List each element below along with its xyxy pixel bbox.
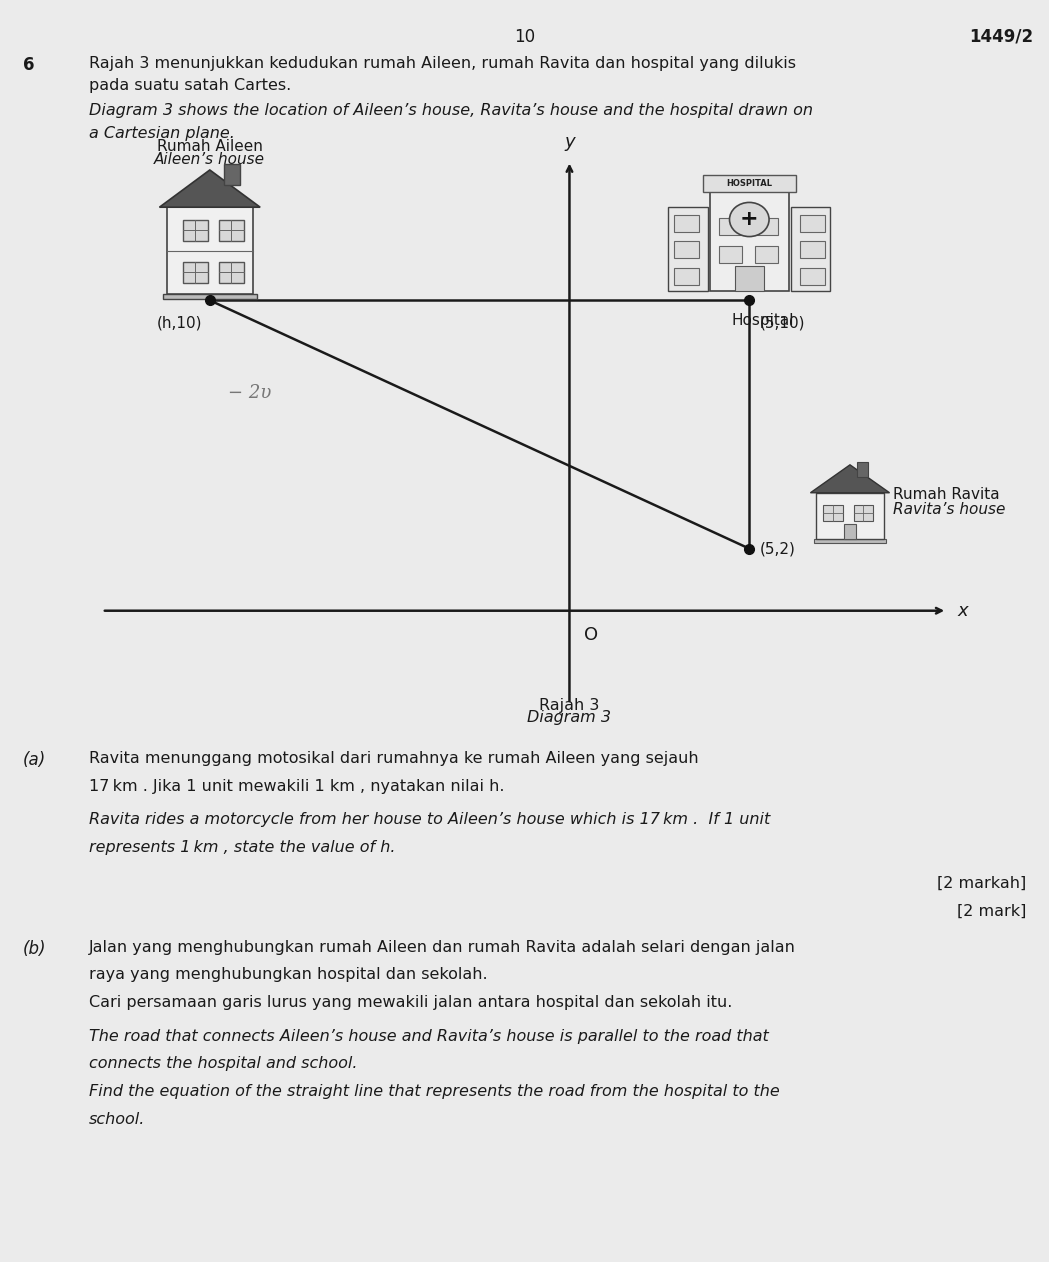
Bar <box>219 261 244 283</box>
Text: HOSPITAL: HOSPITAL <box>726 179 772 188</box>
Bar <box>673 241 699 259</box>
Text: 6: 6 <box>23 56 35 73</box>
Bar <box>816 492 884 539</box>
Text: The road that connects Aileen’s house and Ravita’s house is parallel to the road: The road that connects Aileen’s house an… <box>89 1029 769 1044</box>
Text: a Cartesian plane.: a Cartesian plane. <box>89 126 235 141</box>
Text: school.: school. <box>89 1112 146 1127</box>
Text: 1449/2: 1449/2 <box>969 28 1033 45</box>
Text: Jalan yang menghubungkan rumah Aileen dan rumah Ravita adalah selari dengan jala: Jalan yang menghubungkan rumah Aileen da… <box>89 940 796 954</box>
Polygon shape <box>159 170 260 207</box>
Bar <box>854 505 874 521</box>
Text: (b): (b) <box>23 940 46 958</box>
Bar <box>823 505 842 521</box>
Bar <box>710 192 789 292</box>
Bar <box>754 246 778 262</box>
Bar <box>719 218 742 235</box>
Bar <box>673 268 699 285</box>
Text: Diagram 3: Diagram 3 <box>528 711 612 726</box>
Bar <box>735 266 764 292</box>
Text: Rajah 3 menunjukkan kedudukan rumah Aileen, rumah Ravita dan hospital yang diluk: Rajah 3 menunjukkan kedudukan rumah Aile… <box>89 56 796 71</box>
Text: Hospital: Hospital <box>731 313 794 328</box>
Bar <box>703 174 796 192</box>
Bar <box>167 207 253 294</box>
Text: Aileen’s house: Aileen’s house <box>154 151 265 167</box>
Text: (a): (a) <box>23 751 46 769</box>
Text: (5,2): (5,2) <box>761 541 796 557</box>
Text: x: x <box>958 602 968 620</box>
Text: [2 markah]: [2 markah] <box>937 876 1026 891</box>
Bar <box>183 261 208 283</box>
Text: (5,10): (5,10) <box>761 316 806 331</box>
Bar <box>799 268 825 285</box>
Text: Diagram 3 shows the location of Aileen’s house, Ravita’s house and the hospital : Diagram 3 shows the location of Aileen’s… <box>89 103 813 119</box>
Text: raya yang menghubungkan hospital dan sekolah.: raya yang menghubungkan hospital dan sek… <box>89 968 488 982</box>
Text: 10: 10 <box>514 28 535 45</box>
Bar <box>857 462 868 477</box>
Polygon shape <box>811 464 890 492</box>
Bar <box>219 220 244 241</box>
Text: connects the hospital and school.: connects the hospital and school. <box>89 1056 358 1071</box>
Bar <box>163 294 257 299</box>
Text: pada suatu satah Cartes.: pada suatu satah Cartes. <box>89 78 292 93</box>
Text: (h,10): (h,10) <box>157 316 202 331</box>
Bar <box>754 218 778 235</box>
Text: Find the equation of the straight line that represents the road from the hospita: Find the equation of the straight line t… <box>89 1084 779 1099</box>
Text: Rajah 3: Rajah 3 <box>539 698 600 713</box>
Text: represents 1 km , state the value of h.: represents 1 km , state the value of h. <box>89 839 395 854</box>
Text: +: + <box>740 209 758 230</box>
Bar <box>668 207 708 292</box>
Text: − 2υ: − 2υ <box>228 385 271 403</box>
Text: Cari persamaan garis lurus yang mewakili jalan antara hospital dan sekolah itu.: Cari persamaan garis lurus yang mewakili… <box>89 996 732 1010</box>
Text: Ravita’s house: Ravita’s house <box>893 502 1006 517</box>
Bar <box>814 539 886 543</box>
Bar <box>791 207 830 292</box>
Bar <box>183 220 208 241</box>
Text: y: y <box>564 134 575 151</box>
Text: O: O <box>584 626 598 644</box>
Bar <box>673 215 699 232</box>
Text: 17 km . Jika 1 unit mewakili 1 km , nyatakan nilai h.: 17 km . Jika 1 unit mewakili 1 km , nyat… <box>89 779 505 794</box>
Bar <box>799 241 825 259</box>
Circle shape <box>729 202 769 236</box>
Bar <box>719 246 742 262</box>
Bar <box>843 524 856 539</box>
Text: [2 mark]: [2 mark] <box>957 904 1026 919</box>
Bar <box>224 164 240 186</box>
Text: Ravita menunggang motosikal dari rumahnya ke rumah Aileen yang sejauh: Ravita menunggang motosikal dari rumahny… <box>89 751 699 766</box>
Text: Ravita rides a motorcycle from her house to Aileen’s house which is 17 km .  If : Ravita rides a motorcycle from her house… <box>89 811 770 827</box>
Text: Rumah Aileen: Rumah Aileen <box>157 139 262 154</box>
Text: Rumah Ravita: Rumah Ravita <box>893 487 1000 501</box>
Bar <box>799 215 825 232</box>
